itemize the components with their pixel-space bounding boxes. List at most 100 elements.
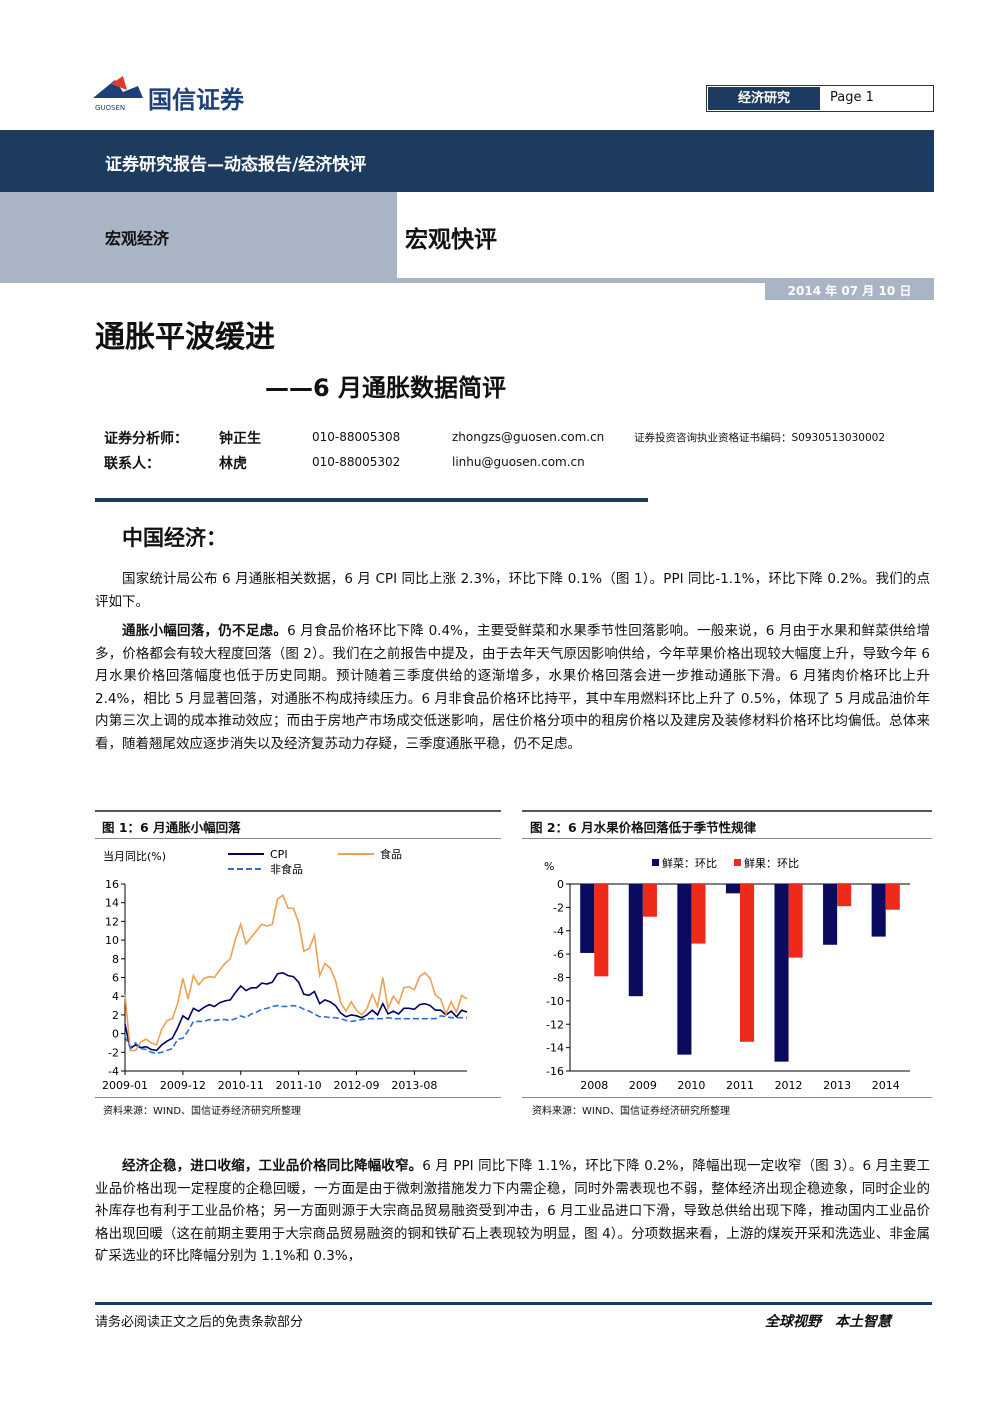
subtitle: ——6 月通胀数据简评 bbox=[265, 374, 507, 402]
y-tick-label: -2 bbox=[108, 1046, 119, 1059]
tag: 经济研究 bbox=[708, 87, 820, 110]
figure-rule bbox=[95, 838, 501, 839]
x-tick-label: 2009-01 bbox=[102, 1079, 148, 1092]
bar bbox=[885, 884, 900, 910]
bar bbox=[871, 884, 886, 937]
analysts: 证券分析师： 钟正生 010-88005308 zhongzs@guosen.com.… bbox=[104, 428, 934, 478]
x-tick-label: 2011-10 bbox=[276, 1079, 322, 1092]
banner: 证券研究报告—动态报告/经济快评 bbox=[105, 155, 367, 175]
logo-text: 国信证券 bbox=[148, 86, 244, 114]
category-right: 宏观快评 bbox=[405, 227, 497, 253]
bar bbox=[837, 884, 852, 907]
paragraph: 通胀小幅回落，仍不足虑。6 月食品价格环比下降 0.4%，主要受鲜菜和水果季节性… bbox=[95, 620, 930, 755]
analyst-field: zhongzs@guosen.com.cn bbox=[452, 430, 605, 444]
footer-left: 请务必阅读正文之后的免责条款部分 bbox=[95, 1315, 304, 1330]
bar bbox=[725, 884, 740, 894]
bar bbox=[788, 884, 803, 958]
logo-sub: GUOSEN bbox=[95, 104, 126, 112]
paragraph: 经济企稳，进口收缩，工业品价格同比降幅收窄。6 月 PPI 同比下降 1.1%，… bbox=[95, 1155, 930, 1268]
y-tick-label: -8 bbox=[553, 972, 564, 985]
bar bbox=[691, 884, 706, 944]
footer-rule bbox=[95, 1302, 932, 1305]
bar bbox=[580, 884, 595, 953]
y-axis-label: % bbox=[544, 860, 554, 873]
y-tick-label: -2 bbox=[553, 901, 564, 914]
figure-rule bbox=[95, 810, 501, 812]
x-tick-label: 2012-09 bbox=[334, 1079, 380, 1092]
line bbox=[124, 971, 468, 1052]
footer-right: 全球视野 本土智慧 bbox=[765, 1315, 891, 1330]
y-tick-label: -4 bbox=[108, 1065, 119, 1078]
figure-rule bbox=[522, 810, 932, 812]
analyst-field: 证券分析师： bbox=[104, 431, 188, 447]
bar bbox=[642, 884, 657, 917]
analyst-field: 010-88005302 bbox=[312, 455, 401, 469]
line bbox=[124, 1004, 467, 1055]
y-tick-label: 16 bbox=[105, 878, 119, 891]
paragraph-text: 6 月食品价格环比下降 0.4%，主要受鲜菜和水果季节性回落影响。一般来说，6 … bbox=[95, 623, 930, 752]
page-number: Page 1 bbox=[830, 90, 874, 105]
x-tick-label: 2010 bbox=[677, 1079, 705, 1092]
category-bg bbox=[0, 192, 397, 278]
title: 通胀平波缓进 bbox=[95, 320, 275, 355]
legend-swatch bbox=[652, 859, 659, 866]
y-tick-label: -16 bbox=[546, 1065, 564, 1078]
paragraph-lead: 经济企稳，进口收缩，工业品价格同比降幅收窄。 bbox=[122, 1158, 423, 1174]
y-tick-label: 2 bbox=[112, 1009, 119, 1022]
y-tick-label: -10 bbox=[546, 995, 564, 1008]
bar bbox=[594, 884, 609, 977]
x-tick-label: 2010-11 bbox=[218, 1079, 264, 1092]
x-tick-label: 2009-12 bbox=[160, 1079, 206, 1092]
figure-source: 资料来源：WIND、国信证券经济研究所整理 bbox=[532, 1106, 731, 1117]
legend-label: 非食品 bbox=[270, 862, 303, 876]
x-tick-label: 2013 bbox=[823, 1079, 851, 1092]
y-tick-label: 14 bbox=[105, 897, 119, 910]
figure-rule bbox=[522, 1097, 932, 1098]
figure-source: 资料来源：WIND、国信证券经济研究所整理 bbox=[103, 1106, 302, 1117]
bar bbox=[740, 884, 755, 1042]
y-tick-label: 8 bbox=[112, 953, 119, 966]
rule bbox=[0, 278, 934, 283]
bar bbox=[823, 884, 838, 945]
bar bbox=[677, 884, 692, 1055]
chart: -4 -2 0 2 4 6 8 10 12 14 16 当月同比(%) 2009-01 2009-12 20… bbox=[102, 847, 468, 1092]
x-tick-label: 2014 bbox=[872, 1079, 900, 1092]
x-tick-label: 2013-08 bbox=[391, 1079, 437, 1092]
y-tick-label: 12 bbox=[105, 915, 119, 928]
y-tick-label: 0 bbox=[557, 878, 564, 891]
y-tick-label: 0 bbox=[112, 1028, 119, 1041]
x-tick-label: 2009 bbox=[629, 1079, 657, 1092]
legend-label: 食品 bbox=[380, 847, 402, 861]
y-tick-label: -6 bbox=[553, 948, 564, 961]
paragraph-text: 6 月 PPI 同比下降 1.1%，环比下降 0.2%，降幅出现一定收窄（图 3… bbox=[95, 1158, 931, 1264]
banner-bg bbox=[0, 130, 934, 192]
bar bbox=[774, 884, 789, 1062]
paragraph-lead: 通胀小幅回落，仍不足虑。 bbox=[122, 623, 288, 639]
legend-label: 鲜菜：环比 bbox=[662, 856, 717, 870]
y-tick-label: 4 bbox=[112, 990, 119, 1003]
y-tick-label: -14 bbox=[546, 1042, 564, 1055]
y-tick-label: -12 bbox=[546, 1018, 564, 1031]
paragraph: 国家统计局公布 6 月通胀相关数据，6 月 CPI 同比上涨 2.3%，环比下降… bbox=[95, 571, 930, 610]
chart: -16 -14 -12 -10 -8 -6 -4 -2 0% 2008 2009 2010 2011 20… bbox=[544, 856, 910, 1092]
analyst-field: 联系人： bbox=[104, 456, 160, 472]
date: 2014 年 07 月 10 日 bbox=[765, 283, 934, 300]
y-tick-label: 6 bbox=[112, 972, 119, 985]
bar bbox=[628, 884, 643, 997]
figure-rule bbox=[95, 1097, 501, 1098]
analyst-field: 林虎 bbox=[219, 456, 247, 472]
analyst-field: linhu@guosen.com.cn bbox=[452, 455, 585, 469]
analyst-field: 钟正生 bbox=[219, 431, 261, 447]
tag-box bbox=[706, 85, 934, 112]
analyst-field: 010-88005308 bbox=[312, 430, 401, 444]
legend-swatch bbox=[734, 859, 741, 866]
figure-caption: 图 1：6 月通胀小幅回落 bbox=[102, 820, 241, 835]
x-tick-label: 2008 bbox=[580, 1079, 608, 1092]
x-tick-label: 2012 bbox=[775, 1079, 803, 1092]
category-left: 宏观经济 bbox=[105, 229, 170, 248]
x-tick-label: 2011 bbox=[726, 1079, 754, 1092]
logo-icon bbox=[93, 76, 143, 98]
analyst-field: 证券投资咨询执业资格证书编码：S0930513030002 bbox=[634, 432, 886, 444]
divider bbox=[95, 498, 648, 502]
